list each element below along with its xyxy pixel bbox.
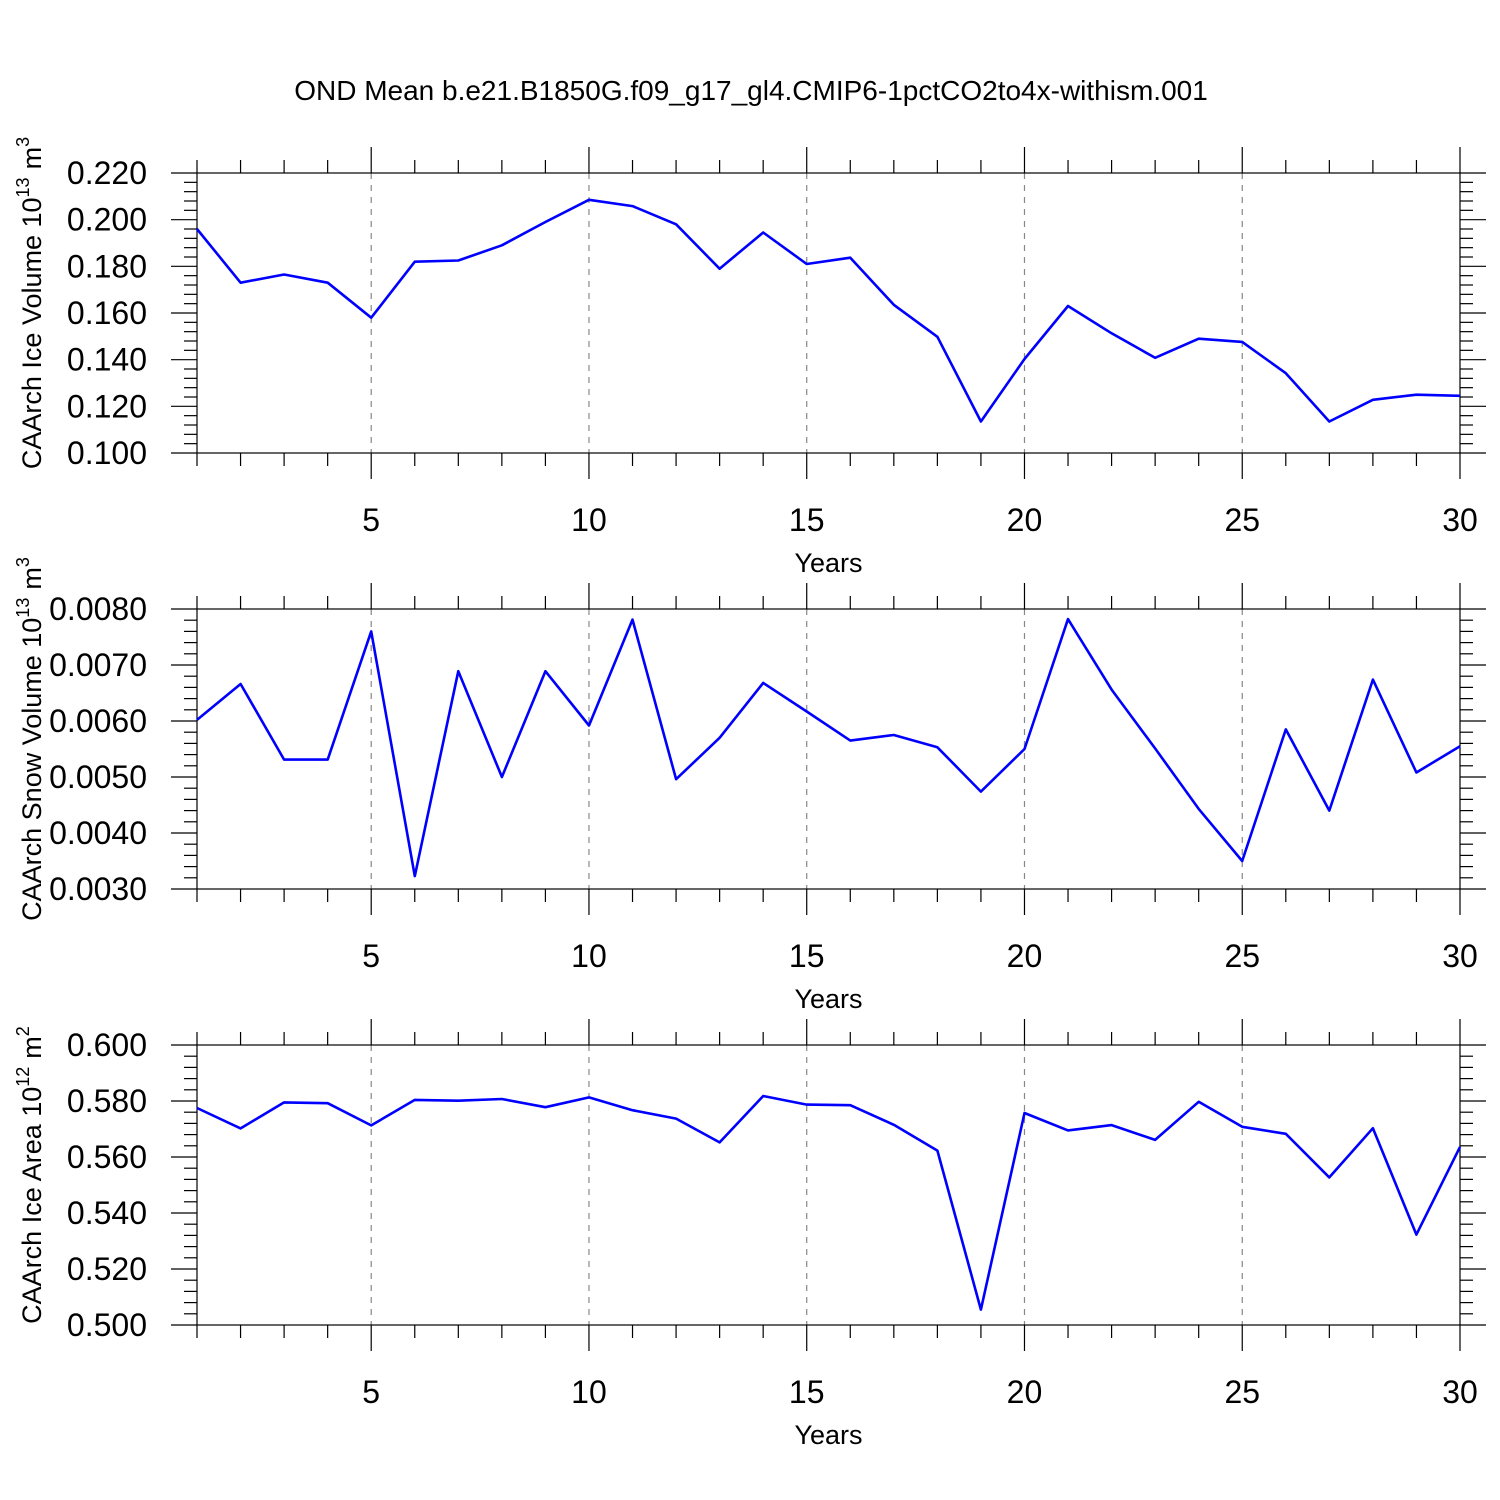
x-tick-label: 10	[571, 938, 607, 974]
y-tick-label: 0.220	[67, 155, 147, 191]
y-axis-label-unit-exponent: 3	[13, 557, 33, 567]
chart-panels: 5 10 15 20 25 300.1000.1200.1400.1600.1800.20…	[13, 137, 1486, 1450]
y-tick-label: 0.580	[67, 1083, 147, 1119]
panel-1: 5 10 15 20 25 30 0.100 0.120 0.140 0.160 0.180 0.20…	[13, 137, 1486, 578]
x-tick-label: 30	[1442, 502, 1478, 538]
y-axis-label: CAArch Ice Volume 1013 m3	[13, 137, 47, 469]
y-axis-label-unit: m	[17, 147, 47, 170]
x-tick-label: 30	[1442, 1374, 1478, 1410]
plot-frame	[196, 1044, 1461, 1326]
y-axis-label-text: CAArch Snow Volume 10	[17, 618, 47, 921]
x-axis-label: Years	[794, 548, 862, 578]
y-axis-label-text: CAArch Ice Volume 10	[17, 197, 47, 469]
x-tick-label: 15	[789, 1374, 825, 1410]
y-tick-label: 0.100	[67, 435, 147, 471]
plot-frame	[196, 608, 1461, 890]
x-tick-label: 30	[1442, 938, 1478, 974]
plot-frame	[196, 172, 1461, 454]
y-axis-label-exponent: 12	[13, 1067, 33, 1087]
panel-3: 5 10 15 20 25 30 0.500 0.520 0.540 0.560 0.580 0.60…	[13, 1019, 1486, 1450]
x-tick-label: 25	[1224, 1374, 1260, 1410]
y-axis-label-exponent: 13	[13, 177, 33, 197]
y-axis-label-unit: m	[17, 1036, 47, 1059]
x-tick-label: 25	[1224, 938, 1260, 974]
x-tick-label: 5	[362, 938, 380, 974]
y-axis-label-unit-exponent: 2	[13, 1026, 33, 1036]
y-tick-label: 0.520	[67, 1251, 147, 1287]
y-axis-label-unit-exponent: 3	[13, 137, 33, 147]
y-tick-label: 0.600	[67, 1027, 147, 1063]
y-tick-label: 0.0070	[49, 647, 147, 683]
x-tick-label: 10	[571, 1374, 607, 1410]
y-tick-label: 0.180	[67, 248, 147, 284]
y-tick-label: 0.560	[67, 1139, 147, 1175]
x-tick-label: 25	[1224, 502, 1260, 538]
y-axis-label-exponent: 13	[13, 598, 33, 618]
x-axis-label: Years	[794, 1420, 862, 1450]
y-tick-label: 0.120	[67, 388, 147, 424]
x-tick-label: 5	[362, 1374, 380, 1410]
x-tick-label: 15	[789, 938, 825, 974]
x-tick-label: 20	[1007, 938, 1043, 974]
y-tick-label: 0.0060	[49, 703, 147, 739]
y-tick-label: 0.160	[67, 295, 147, 331]
y-axis-label: CAArch Snow Volume 1013 m3	[13, 557, 47, 921]
y-axis-label: CAArch Ice Area 1012 m2	[13, 1026, 47, 1324]
series-line	[195, 198, 1461, 423]
x-tick-label: 20	[1007, 502, 1043, 538]
x-tick-label: 10	[571, 502, 607, 538]
x-tick-label: 5	[362, 502, 380, 538]
y-axis-label-text: CAArch Ice Area 10	[17, 1087, 47, 1324]
series-line	[196, 1094, 1462, 1311]
series-line	[196, 617, 1461, 878]
y-tick-label: 0.200	[67, 202, 147, 238]
x-tick-label: 15	[789, 502, 825, 538]
y-tick-label: 0.540	[67, 1195, 147, 1231]
y-tick-label: 0.0050	[49, 759, 147, 795]
y-tick-label: 0.500	[67, 1307, 147, 1343]
y-tick-label: 0.0030	[49, 871, 147, 907]
panel-2: 5 10 15 20 25 30 0.0030 0.0040 0.0050 0.0060 0.007…	[13, 557, 1486, 1014]
chart-title: OND Mean b.e21.B1850G.f09_g17_gl4.CMIP6-…	[294, 75, 1208, 106]
y-tick-label: 0.0040	[49, 815, 147, 851]
y-tick-label: 0.0080	[49, 591, 147, 627]
y-axis-label-unit: m	[17, 567, 47, 590]
x-axis-label: Years	[794, 984, 862, 1014]
y-tick-label: 0.140	[67, 342, 147, 378]
x-tick-label: 20	[1007, 1374, 1043, 1410]
